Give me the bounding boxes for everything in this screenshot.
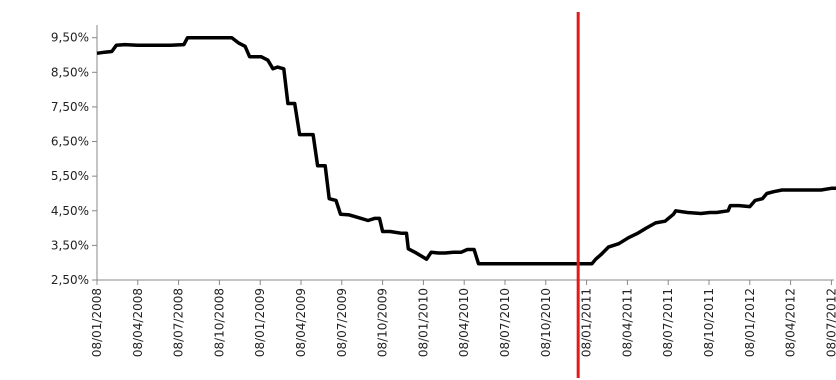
y-tick-label: 9,50% bbox=[51, 31, 89, 45]
x-tick-label: 08/01/2008 bbox=[90, 288, 104, 357]
y-tick-label: 8,50% bbox=[51, 65, 89, 79]
y-tick-label: 6,50% bbox=[51, 135, 89, 149]
y-tick-label: 2,50% bbox=[51, 273, 89, 287]
x-tick-label: 08/01/2012 bbox=[743, 288, 757, 357]
series-line-0 bbox=[96, 35, 836, 266]
x-tick-label: 08/01/2011 bbox=[580, 288, 594, 357]
y-tick-label: 5,50% bbox=[51, 169, 89, 183]
x-tick-label: 08/07/2010 bbox=[498, 288, 512, 357]
x-tick-label: 08/10/2009 bbox=[376, 288, 390, 357]
x-tick-label: 08/04/2012 bbox=[784, 288, 798, 357]
x-tick-label: 08/07/2012 bbox=[824, 288, 836, 357]
y-axis: 2,50% 3,50% 4,50% 5,50% 6,50% 7,50% 8,50% 9,50% bbox=[51, 25, 98, 287]
x-tick-label: 08/07/2008 bbox=[172, 288, 186, 357]
y-tick-label: 4,50% bbox=[51, 204, 89, 218]
x-tick-label: 08/01/2010 bbox=[416, 288, 430, 357]
x-tick-label: 08/04/2008 bbox=[131, 288, 145, 357]
x-tick-label: 08/10/2008 bbox=[212, 288, 226, 357]
y-tick-label: 7,50% bbox=[51, 100, 89, 114]
x-tick-label: 08/04/2009 bbox=[294, 288, 308, 357]
x-tick-label: 08/10/2010 bbox=[539, 288, 553, 357]
plot-area bbox=[96, 12, 836, 378]
x-axis: 08/01/2008 08/04/2008 08/07/2008 08/10/2008… bbox=[90, 279, 836, 357]
x-tick-label: 08/10/2011 bbox=[702, 288, 716, 357]
x-tick-label: 08/07/2009 bbox=[335, 288, 349, 357]
x-tick-label: 08/04/2011 bbox=[620, 288, 634, 357]
x-tick-label: 08/01/2009 bbox=[253, 288, 267, 357]
y-tick-label: 3,50% bbox=[51, 238, 89, 252]
x-tick-label: 08/07/2011 bbox=[661, 288, 675, 357]
x-tick-label: 08/04/2010 bbox=[457, 288, 471, 357]
